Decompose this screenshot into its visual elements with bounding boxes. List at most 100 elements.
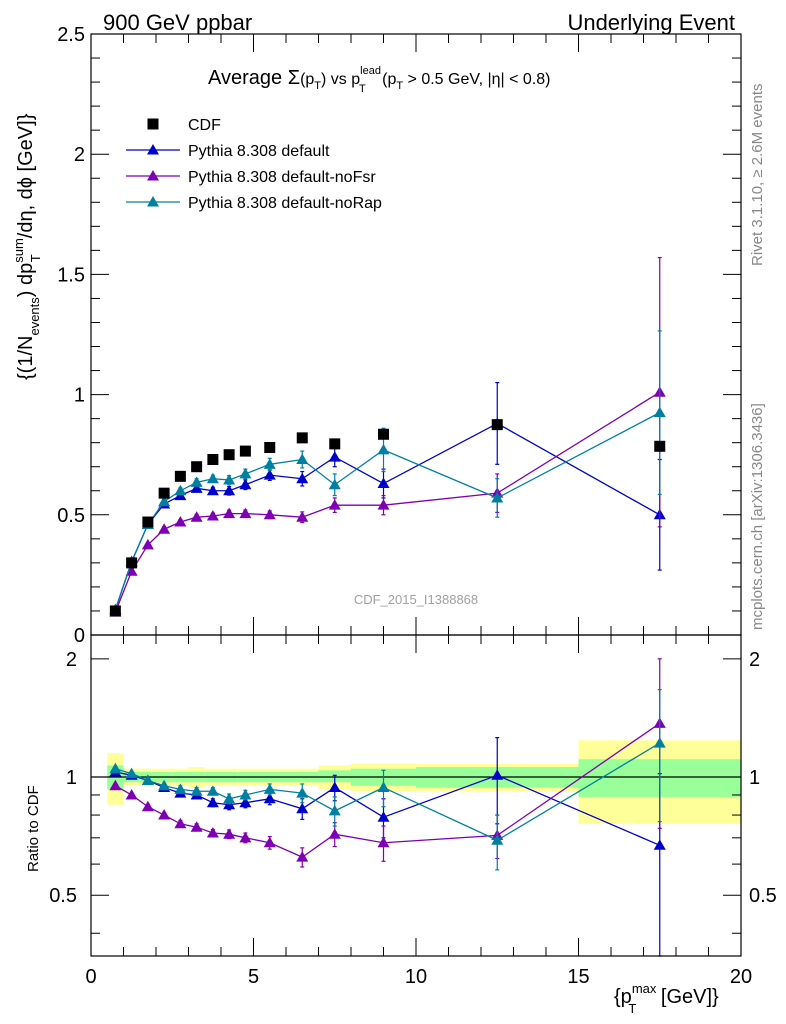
ratio-point-default (491, 769, 504, 780)
title-sub-t-1: T (314, 80, 321, 92)
title-part-2: (p (300, 71, 314, 88)
main-point-norap (190, 476, 203, 487)
main-point-default (223, 484, 236, 496)
ylabel-part-a: {(1/N (15, 336, 37, 380)
x-axis-label: {pmax T [GeV]} (614, 981, 719, 1016)
main-point-cdf (378, 428, 389, 440)
ratio-point-norap (263, 783, 276, 794)
legend-marker-nofsr (147, 170, 159, 181)
legend-marker-norap (147, 196, 159, 207)
ylabel-part-b: ) dp (15, 263, 37, 297)
main-point-nofsr (239, 507, 252, 519)
legend-label-cdf: CDF (188, 117, 221, 134)
ratio-point-norap (223, 792, 236, 804)
main-point-nofsr (125, 565, 138, 576)
chart-title: Average Σ(pT) vs plead T (pT > 0.5 GeV, |… (208, 65, 550, 95)
main-point-norap (158, 495, 171, 507)
ratio-panel: 0.5 0.51 12 20 5 10 15 20 (49, 634, 777, 988)
legend: CDF Pythia 8.308 default Pythia 8.308 defa… (126, 117, 382, 212)
x-tick-label: 5 (248, 966, 259, 988)
main-point-nofsr (263, 508, 276, 520)
main-point-cdf (239, 445, 251, 457)
analysis-watermark: CDF_2015_I1388868 (354, 592, 478, 607)
main-point-cdf (158, 487, 170, 499)
main-point-norap (206, 472, 219, 484)
x-tick-label: 10 (405, 966, 427, 988)
ratio-point-norap (174, 783, 187, 794)
main-point-nofsr (190, 511, 203, 522)
ratio-point-default (377, 811, 390, 822)
main-point-norap (263, 458, 276, 469)
main-point-default (263, 469, 276, 480)
main-point-nofsr (223, 507, 236, 519)
ratio-point-nofsr (296, 851, 309, 862)
ratio-point-norap (125, 767, 138, 779)
ratio-point-default (263, 792, 276, 804)
main-point-norap (239, 467, 252, 479)
ratio-point-nofsr (206, 827, 219, 838)
title-part-5: > 0.5 GeV, |η| < 0.8) (403, 71, 550, 88)
title-part-1: Average (208, 67, 288, 89)
main-point-cdf (142, 516, 154, 528)
header-right: Underlying Event (567, 10, 735, 35)
main-point-default (296, 472, 309, 484)
ratio-point-nofsr (125, 788, 138, 800)
ratio-point-norap (653, 737, 666, 748)
main-point-default (206, 484, 219, 496)
main-point-nofsr (328, 499, 341, 510)
ratio-point-norap (239, 788, 252, 800)
main-point-nofsr (206, 510, 219, 521)
header-left: 900 GeV ppbar (103, 10, 252, 35)
main-y-tick-label: 0.5 (57, 505, 85, 527)
title-part-3: ) vs p (321, 71, 360, 88)
title-sigma: Σ (288, 67, 300, 89)
ratio-point-norap (141, 774, 154, 785)
main-series-cdf (109, 419, 666, 617)
main-series-line-nofsr (114, 391, 661, 613)
legend-label-norap: Pythia 8.308 default-noRap (188, 195, 382, 212)
xlabel-sub-t: T (628, 1001, 636, 1016)
main-point-default (239, 478, 252, 490)
title-sub-t-2: T (359, 83, 366, 95)
main-point-cdf (491, 419, 503, 431)
main-point-cdf (174, 470, 186, 482)
ratio-point-nofsr (109, 779, 122, 791)
ratio-y-tick-label-right: 2 (749, 649, 760, 671)
ratio-y-tick-label: 2 (66, 649, 77, 671)
title-sup-lead: lead (360, 65, 381, 77)
ratio-point-norap (109, 762, 122, 774)
ratio-y-tick-label: 1 (66, 767, 77, 789)
main-point-default (328, 451, 341, 462)
ratio-point-norap (296, 787, 309, 798)
main-point-default (377, 477, 390, 489)
xlabel-part-a: {p (614, 986, 632, 1008)
ratio-y-tick-label-right: 1 (749, 767, 760, 789)
ratio-point-nofsr (239, 831, 252, 843)
main-point-cdf (191, 461, 203, 473)
main-point-cdf (264, 441, 276, 453)
main-point-nofsr (174, 516, 187, 527)
ratio-y-tick-label: 0.5 (49, 885, 77, 907)
ratio-point-default (296, 802, 309, 814)
ratio-point-default (328, 781, 341, 793)
main-panel: 0 0.5 1 1.5 2 2.5 (57, 24, 742, 647)
main-point-cdf (223, 449, 235, 461)
legend-marker-cdf (147, 118, 159, 130)
main-point-cdf (207, 454, 219, 466)
legend-marker-default (147, 144, 159, 155)
main-point-nofsr (377, 499, 390, 510)
y-axis-label-ratio: Ratio to CDF (25, 785, 42, 872)
main-point-norap (174, 484, 187, 496)
ylabel-sup-sum: sum (11, 238, 26, 263)
legend-label-default: Pythia 8.308 default (188, 143, 330, 160)
main-point-norap (223, 473, 236, 485)
main-y-tick-label: 2 (74, 144, 85, 166)
ratio-point-nofsr (377, 836, 390, 848)
ratio-point-norap (377, 781, 390, 793)
main-point-cdf (329, 438, 341, 450)
main-series-norap (109, 330, 666, 615)
main-point-default (190, 482, 203, 493)
main-y-tick-label: 1 (74, 385, 85, 407)
ratio-point-norap (206, 785, 219, 796)
